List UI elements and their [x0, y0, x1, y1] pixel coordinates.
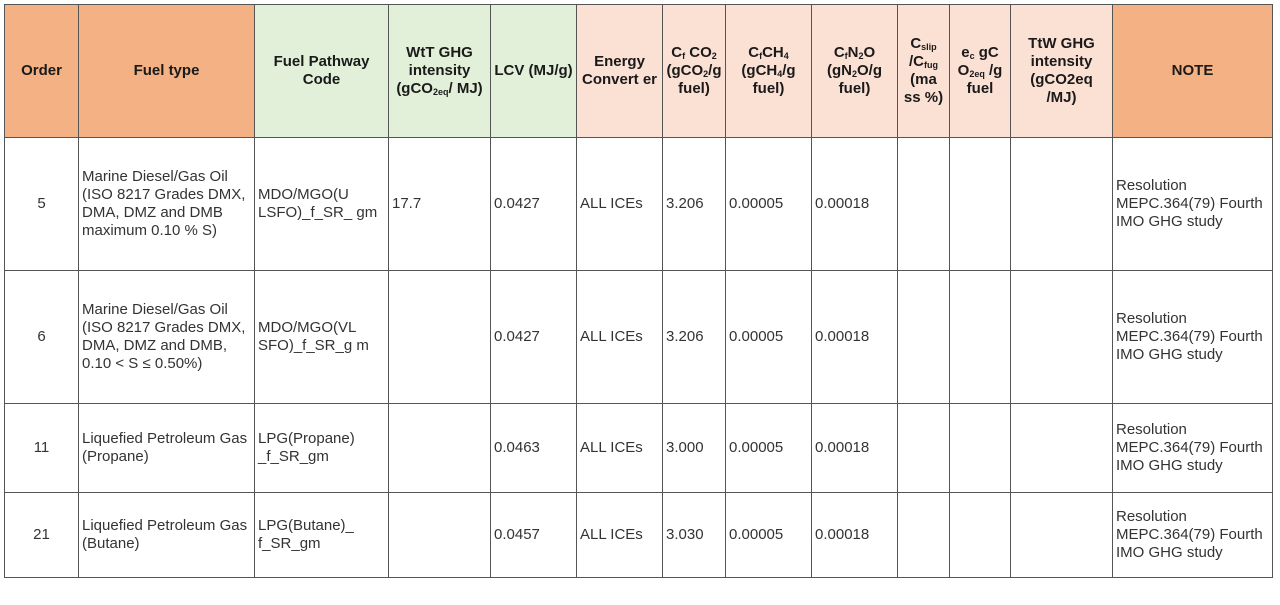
header-energy-converter: Energy Convert er: [576, 4, 663, 138]
cell-wtt: [388, 403, 491, 493]
cell-note: Resolution MEPC.364(79) Fourth IMO GHG s…: [1112, 403, 1273, 493]
header-cf-n2o: CfN2O (gN2O/g fuel): [811, 4, 898, 138]
cell-cf-n2o: 0.00018: [811, 270, 898, 404]
cell-wtt: [388, 492, 491, 578]
fuel-ghg-table: Order Fuel type Fuel Pathway Code WtT GH…: [4, 4, 1273, 578]
header-ttw-ghg: TtW GHG intensity (gCO2eq /MJ): [1010, 4, 1113, 138]
cell-ttw: [1010, 137, 1113, 271]
cell-ttw: [1010, 270, 1113, 404]
header-order: Order: [4, 4, 79, 138]
cell-cf-co2: 3.030: [662, 492, 726, 578]
header-fuel-type: Fuel type: [78, 4, 255, 138]
cell-wtt: 17.7: [388, 137, 491, 271]
cell-lcv: 0.0427: [490, 270, 577, 404]
cell-fuel-type: Liquefied Petroleum Gas (Butane): [78, 492, 255, 578]
cell-cf-co2: 3.000: [662, 403, 726, 493]
fuel-table-container: Order Fuel type Fuel Pathway Code WtT GH…: [4, 4, 1273, 578]
cell-energy-converter: ALL ICEs: [576, 492, 663, 578]
cell-energy-converter: ALL ICEs: [576, 270, 663, 404]
cell-fuel-type: Marine Diesel/Gas Oil (ISO 8217 Grades D…: [78, 137, 255, 271]
cell-lcv: 0.0457: [490, 492, 577, 578]
header-cf-ch4: CfCH4 (gCH4/g fuel): [725, 4, 812, 138]
cell-cf-n2o: 0.00018: [811, 403, 898, 493]
cell-cf-co2: 3.206: [662, 137, 726, 271]
cell-cf-co2: 3.206: [662, 270, 726, 404]
cell-ttw: [1010, 492, 1113, 578]
cell-lcv: 0.0427: [490, 137, 577, 271]
cell-note: Resolution MEPC.364(79) Fourth IMO GHG s…: [1112, 270, 1273, 404]
cell-cf-ch4: 0.00005: [725, 137, 812, 271]
cell-ec: [949, 492, 1011, 578]
cell-pathway-code: LPG(Propane) _f_SR_gm: [254, 403, 389, 493]
cell-energy-converter: ALL ICEs: [576, 137, 663, 271]
table-row: 21 Liquefied Petroleum Gas (Butane) LPG(…: [4, 492, 1273, 578]
cell-cslip: [897, 137, 950, 271]
cell-ec: [949, 270, 1011, 404]
cell-pathway-code: MDO/MGO(U LSFO)_f_SR_ gm: [254, 137, 389, 271]
table-row: 6 Marine Diesel/Gas Oil (ISO 8217 Grades…: [4, 270, 1273, 404]
cell-cf-ch4: 0.00005: [725, 403, 812, 493]
cell-fuel-type: Marine Diesel/Gas Oil (ISO 8217 Grades D…: [78, 270, 255, 404]
cell-wtt: [388, 270, 491, 404]
table-row: 5 Marine Diesel/Gas Oil (ISO 8217 Grades…: [4, 137, 1273, 271]
cell-note: Resolution MEPC.364(79) Fourth IMO GHG s…: [1112, 492, 1273, 578]
header-pathway-code: Fuel Pathway Code: [254, 4, 389, 138]
header-row: Order Fuel type Fuel Pathway Code WtT GH…: [4, 4, 1273, 138]
cell-order: 11: [4, 403, 79, 493]
header-note: NOTE: [1112, 4, 1273, 138]
cell-lcv: 0.0463: [490, 403, 577, 493]
cell-cf-n2o: 0.00018: [811, 137, 898, 271]
cell-fuel-type: Liquefied Petroleum Gas (Propane): [78, 403, 255, 493]
header-cslip: Cslip /Cfug (ma ss %): [897, 4, 950, 138]
cell-pathway-code: LPG(Butane)_ f_SR_gm: [254, 492, 389, 578]
cell-ec: [949, 403, 1011, 493]
header-cf-co2: Cf CO2 (gCO2/g fuel): [662, 4, 726, 138]
cell-cslip: [897, 270, 950, 404]
cell-note: Resolution MEPC.364(79) Fourth IMO GHG s…: [1112, 137, 1273, 271]
cell-cf-n2o: 0.00018: [811, 492, 898, 578]
cell-cf-ch4: 0.00005: [725, 270, 812, 404]
cell-cslip: [897, 492, 950, 578]
cell-order: 21: [4, 492, 79, 578]
cell-pathway-code: MDO/MGO(VL SFO)_f_SR_g m: [254, 270, 389, 404]
cell-cf-ch4: 0.00005: [725, 492, 812, 578]
cell-energy-converter: ALL ICEs: [576, 403, 663, 493]
header-wtt-ghg: WtT GHG intensity (gCO2eq/ MJ): [388, 4, 491, 138]
table-row: 11 Liquefied Petroleum Gas (Propane) LPG…: [4, 403, 1273, 493]
cell-ec: [949, 137, 1011, 271]
cell-cslip: [897, 403, 950, 493]
cell-order: 5: [4, 137, 79, 271]
cell-order: 6: [4, 270, 79, 404]
cell-ttw: [1010, 403, 1113, 493]
header-ec: ec gC O2eq /g fuel: [949, 4, 1011, 138]
header-lcv: LCV (MJ/g): [490, 4, 577, 138]
